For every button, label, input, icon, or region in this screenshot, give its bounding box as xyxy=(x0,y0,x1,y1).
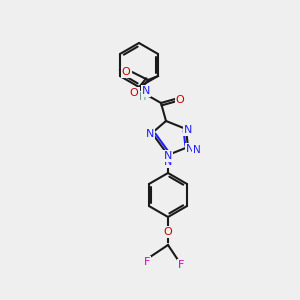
Text: N: N xyxy=(186,144,194,154)
Text: O: O xyxy=(164,227,172,237)
Text: H: H xyxy=(139,92,147,102)
Text: F: F xyxy=(144,257,150,267)
Text: N: N xyxy=(164,151,172,161)
Text: O: O xyxy=(122,67,130,77)
Text: N: N xyxy=(142,86,150,96)
Text: N: N xyxy=(146,129,154,139)
Text: F: F xyxy=(178,260,184,270)
Text: N: N xyxy=(193,145,201,155)
Text: O: O xyxy=(176,95,184,105)
Text: N: N xyxy=(164,157,172,167)
Text: O: O xyxy=(130,88,138,98)
Text: N: N xyxy=(184,125,192,135)
